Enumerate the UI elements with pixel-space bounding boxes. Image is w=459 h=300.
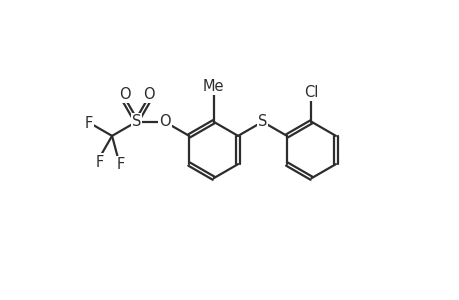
Text: S: S [132,114,141,129]
Text: Cl: Cl [303,85,318,100]
Text: O: O [118,87,130,102]
Text: F: F [84,116,92,131]
Text: O: O [142,87,154,102]
Text: O: O [159,114,170,129]
Text: Me: Me [202,79,224,94]
Text: S: S [257,114,267,129]
Text: F: F [96,154,104,169]
Text: F: F [117,157,125,172]
